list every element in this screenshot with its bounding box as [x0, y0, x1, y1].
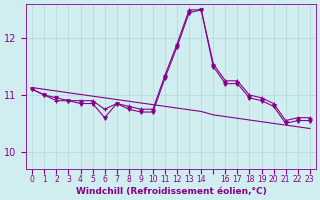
X-axis label: Windchill (Refroidissement éolien,°C): Windchill (Refroidissement éolien,°C): [76, 187, 267, 196]
